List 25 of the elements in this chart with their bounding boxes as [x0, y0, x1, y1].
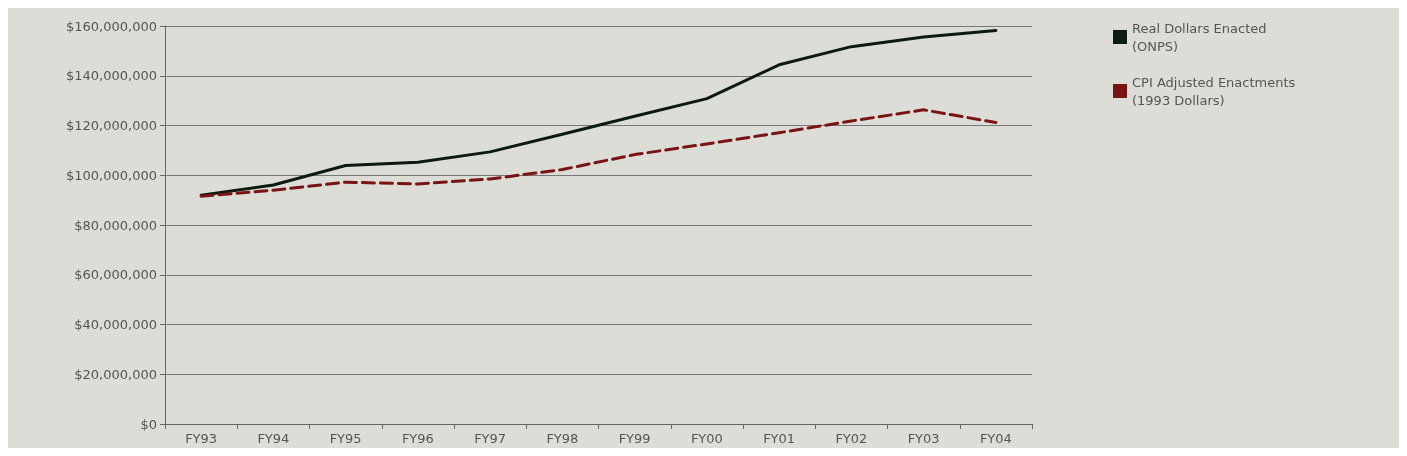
- x-tick-label: FY94: [257, 431, 290, 446]
- y-tick-label: $80,000,000: [74, 217, 157, 233]
- y-tick-label: $120,000,000: [66, 118, 157, 133]
- x-tick-label: FY03: [907, 431, 940, 446]
- line-series: [199, 108, 998, 198]
- y-tick-label: $40,000,000: [74, 317, 157, 332]
- line-series: [199, 28, 998, 197]
- y-tick-label: $100,000,000: [66, 167, 157, 183]
- x-tick-label: FY01: [763, 431, 796, 446]
- x-tick-label: FY95: [329, 431, 362, 446]
- x-tick-label: FY93: [185, 431, 218, 446]
- y-tick-label: $20,000,000: [74, 366, 157, 382]
- y-tick-label: $60,000,000: [74, 267, 157, 283]
- y-tick-label: $160,000,000: [66, 18, 157, 34]
- x-tick-label: FY96: [401, 431, 434, 446]
- x-tick-label: FY04: [979, 431, 1012, 446]
- legend-label: Real Dollars Enacted (ONPS): [1132, 20, 1267, 54]
- y-tick-label: $140,000,000: [66, 68, 157, 84]
- y-tick-label: $0: [140, 416, 157, 432]
- x-tick-label: FY00: [690, 431, 723, 446]
- x-tick-label: FY02: [835, 431, 868, 446]
- x-tick-label: FY97: [474, 431, 507, 446]
- x-tick-label: FY98: [546, 431, 579, 446]
- x-tick-label: FY99: [618, 431, 651, 446]
- legend-label: CPI Adjusted Enactments (1993 Dollars): [1132, 74, 1296, 108]
